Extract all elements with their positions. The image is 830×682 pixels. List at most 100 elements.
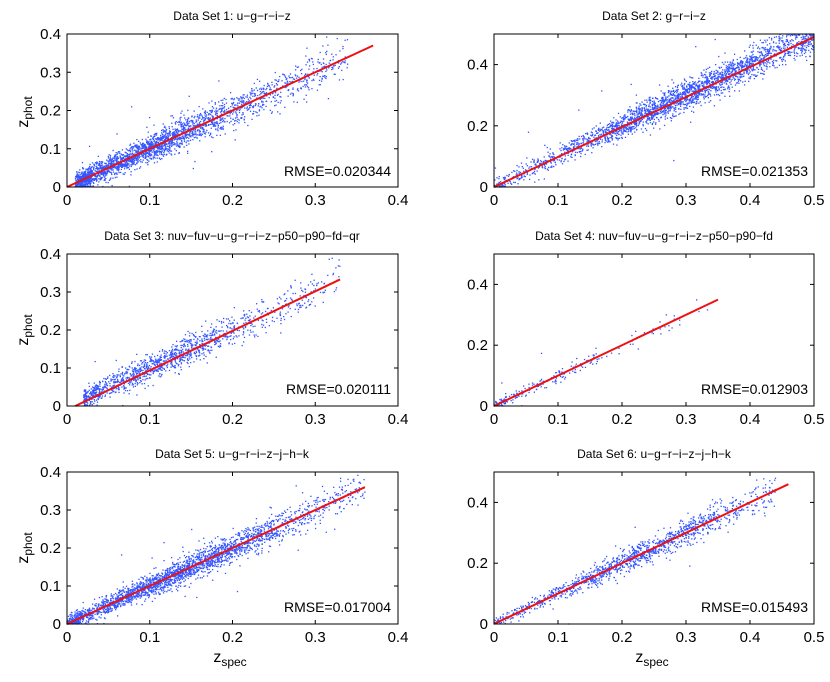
panel-2-point bbox=[732, 87, 733, 88]
panel-2-point bbox=[804, 53, 805, 54]
panel-2-point bbox=[751, 55, 752, 56]
panel-1-point bbox=[327, 45, 328, 46]
panel-2-point bbox=[606, 140, 607, 141]
panel-2-point bbox=[689, 100, 690, 101]
panel-2-point bbox=[550, 167, 551, 168]
panel-2-point bbox=[671, 120, 672, 121]
panel-2-point bbox=[602, 130, 603, 131]
panel-2-point bbox=[660, 90, 661, 91]
panel-2-point bbox=[561, 160, 562, 161]
panel-1-point bbox=[77, 173, 78, 174]
panel-1-point bbox=[293, 101, 294, 102]
panel-2-point bbox=[580, 156, 581, 157]
panel-2-point bbox=[778, 36, 779, 37]
panel-1-point bbox=[209, 135, 210, 136]
panel-2-point bbox=[641, 119, 642, 120]
panel-2-point bbox=[579, 143, 580, 144]
panel-1-point bbox=[259, 109, 260, 110]
panel-2-point bbox=[666, 112, 667, 113]
panel-2-point bbox=[760, 55, 761, 56]
panel-1-point bbox=[158, 148, 159, 149]
panel-2-point bbox=[636, 122, 637, 123]
panel-2-point bbox=[760, 59, 761, 60]
panel-2-point bbox=[636, 107, 637, 108]
panel-2-point bbox=[735, 84, 736, 85]
panel-2-point bbox=[754, 78, 755, 79]
panel-2-point bbox=[698, 103, 699, 104]
panel-1-point bbox=[156, 150, 157, 151]
panel-1-point bbox=[241, 114, 242, 115]
panel-1-point bbox=[288, 90, 289, 91]
panel-1-point bbox=[249, 100, 250, 101]
panel-1-point bbox=[162, 150, 163, 151]
panel-2-point bbox=[683, 112, 684, 113]
panel-2-point bbox=[787, 47, 788, 48]
panel-1-point bbox=[308, 69, 309, 70]
panel-2-point bbox=[705, 96, 706, 97]
panel-2-point bbox=[695, 85, 696, 86]
panel-2-point bbox=[749, 47, 750, 48]
panel-2-point bbox=[778, 48, 779, 49]
panel-1-point bbox=[150, 155, 151, 156]
panel-1-point bbox=[217, 113, 218, 114]
panel-2-point bbox=[704, 102, 705, 103]
panel-1-point bbox=[289, 81, 290, 82]
panel-1-point bbox=[188, 138, 189, 139]
panel-1-point bbox=[230, 92, 231, 93]
panel-2-point bbox=[812, 45, 813, 46]
panel-2-point bbox=[673, 93, 674, 94]
panel-2-point bbox=[609, 141, 610, 142]
panel-1-point bbox=[162, 134, 163, 135]
panel-2-point bbox=[617, 122, 618, 123]
panel-2-point bbox=[805, 51, 806, 52]
panel-1-point bbox=[103, 167, 104, 168]
panel-2-point bbox=[810, 41, 811, 42]
panel-2-point bbox=[517, 183, 518, 184]
panel-1-point bbox=[256, 115, 257, 116]
panel-1-point bbox=[276, 83, 277, 84]
panel-2-point bbox=[712, 88, 713, 89]
panel-1-point bbox=[129, 150, 130, 151]
panel-2-point bbox=[667, 100, 668, 101]
panel-1-point bbox=[165, 132, 166, 133]
panel-2-point bbox=[629, 106, 630, 107]
panel-1-point bbox=[133, 154, 134, 155]
panel-2-point bbox=[642, 109, 643, 110]
panel-2-point bbox=[529, 179, 530, 180]
panel-2-point bbox=[590, 144, 591, 145]
panel-2-point bbox=[721, 90, 722, 91]
panel-2-point bbox=[706, 69, 707, 70]
panel-1-point bbox=[182, 142, 183, 143]
panel-1-point bbox=[279, 113, 280, 114]
panel-1-point bbox=[85, 181, 86, 182]
panel-2-point bbox=[740, 65, 741, 66]
panel-2-point bbox=[617, 131, 618, 132]
panel-1-point bbox=[242, 100, 243, 101]
panel-2-point bbox=[576, 142, 577, 143]
panel-2-point bbox=[779, 40, 780, 41]
panel-1-point bbox=[158, 139, 159, 140]
panel-1-point bbox=[326, 69, 327, 70]
panel-2-point bbox=[722, 84, 723, 85]
panel-2-point bbox=[649, 97, 650, 98]
panel-1-point bbox=[112, 157, 113, 158]
panel-2-point bbox=[646, 130, 647, 131]
panel-1-point bbox=[295, 69, 296, 70]
panel-2-point bbox=[720, 77, 721, 78]
panel-1-point bbox=[244, 107, 245, 108]
panel-2-point bbox=[514, 171, 515, 172]
panel-1-point bbox=[179, 130, 180, 131]
panel-1-point bbox=[200, 131, 201, 132]
panel-2-point bbox=[693, 84, 694, 85]
panel-2-point bbox=[648, 104, 649, 105]
panel-1-point bbox=[165, 127, 166, 128]
panel-1-point bbox=[110, 172, 111, 173]
panel-1-point bbox=[233, 102, 234, 103]
panel-2-point bbox=[592, 132, 593, 133]
panel-1-point bbox=[140, 144, 141, 145]
panel-2-point bbox=[799, 34, 800, 35]
panel-1-point bbox=[277, 81, 278, 82]
panel-2-point bbox=[641, 128, 642, 129]
panel-1-point bbox=[263, 104, 264, 105]
panel-2-point bbox=[570, 148, 571, 149]
